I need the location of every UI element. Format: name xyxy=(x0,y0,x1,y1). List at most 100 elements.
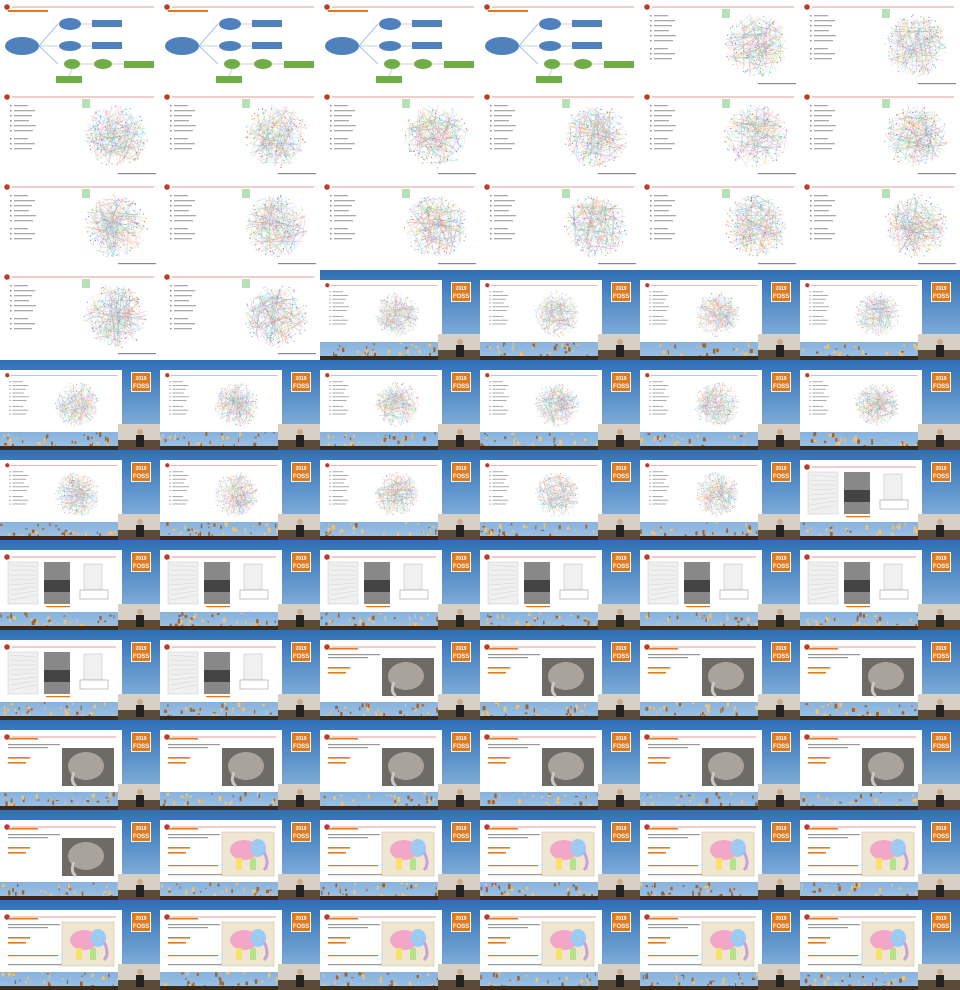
thumbnail-network-stage[interactable]: 2019 FOSS xyxy=(480,360,640,450)
slide-logo-icon xyxy=(5,463,10,468)
thumbnail-drawings-stage[interactable]: 2019 FOSS xyxy=(800,450,960,540)
thumbnail-network[interactable] xyxy=(640,90,800,180)
thumbnail-network-stage[interactable]: 2019 FOSS xyxy=(160,450,320,540)
conference-badge: 2019 FOSS xyxy=(291,372,311,392)
thumbnail-network-stage[interactable]: 2019 FOSS xyxy=(640,270,800,360)
thumbnail-drawings-stage[interactable]: 2019 FOSS xyxy=(800,540,960,630)
thumbnail-colored-stage[interactable]: 2019 FOSS xyxy=(160,810,320,900)
thumbnail-network-stage[interactable]: 2019 FOSS xyxy=(0,450,160,540)
thumbnail-elephant-stage[interactable]: 2019 FOSS xyxy=(320,630,480,720)
thumbnail-network-stage[interactable]: 2019 FOSS xyxy=(160,360,320,450)
thumbnail-network[interactable] xyxy=(160,270,320,360)
thumbnail-network[interactable] xyxy=(160,180,320,270)
thumbnail-network[interactable] xyxy=(320,90,480,180)
thumbnail-network-stage[interactable]: 2019 FOSS xyxy=(480,450,640,540)
thumbnail-network-stage[interactable]: 2019 FOSS xyxy=(640,360,800,450)
thumbnail-network-stage[interactable]: 2019 FOSS xyxy=(320,360,480,450)
speaker-inset xyxy=(438,964,480,990)
thumbnail-network-stage[interactable]: 2019 FOSS xyxy=(320,450,480,540)
thumbnail-colored-stage[interactable]: 2019 FOSS xyxy=(640,900,800,990)
thumbnail-elephant-stage[interactable]: 2019 FOSS xyxy=(640,720,800,810)
badge-year: 2019 xyxy=(775,466,786,472)
badge-brand: FOSS xyxy=(773,294,789,300)
thumbnail-drawings-stage[interactable]: 2019 FOSS xyxy=(640,540,800,630)
thumbnail-network-stage[interactable]: 2019 FOSS xyxy=(640,450,800,540)
speaker-inset xyxy=(918,874,960,900)
speaker-inset xyxy=(118,424,160,450)
thumbnail-elephant-stage[interactable]: 2019 FOSS xyxy=(640,630,800,720)
conference-badge: 2019 FOSS xyxy=(931,912,951,932)
conference-badge: 2019 FOSS xyxy=(291,822,311,842)
thumbnail-colored-stage[interactable]: 2019 FOSS xyxy=(480,900,640,990)
thumbnail-colored-stage[interactable]: 2019 FOSS xyxy=(320,810,480,900)
thumbnail-network[interactable] xyxy=(640,180,800,270)
elephant-photo xyxy=(222,748,274,788)
thumbnail-network-stage[interactable]: 2019 FOSS xyxy=(0,360,160,450)
speaker-inset xyxy=(918,694,960,720)
thumbnail-colored-stage[interactable]: 2019 FOSS xyxy=(320,900,480,990)
thumbnail-drawings-stage[interactable]: 2019 FOSS xyxy=(160,540,320,630)
thumbnail-colored-stage[interactable]: 2019 FOSS xyxy=(640,810,800,900)
elephant-photo xyxy=(542,658,594,698)
thumbnail-drawings-stage[interactable]: 2019 FOSS xyxy=(480,540,640,630)
thumbnail-network[interactable] xyxy=(480,90,640,180)
thumbnail-network[interactable] xyxy=(800,90,960,180)
badge-brand: FOSS xyxy=(453,384,469,390)
conference-badge: 2019 FOSS xyxy=(931,462,951,482)
flow-diagram xyxy=(5,18,154,83)
thumbnail-network[interactable] xyxy=(0,180,160,270)
thumbnail-network-stage[interactable]: 2019 FOSS xyxy=(480,270,640,360)
thumbnail-image xyxy=(644,4,796,85)
flow-diagram xyxy=(165,18,314,83)
thumbnail-network[interactable] xyxy=(0,270,160,360)
thumbnail-network[interactable] xyxy=(640,0,800,90)
thumbnail-drawings-stage[interactable]: 2019 FOSS xyxy=(0,540,160,630)
conference-badge: 2019 FOSS xyxy=(131,642,151,662)
thumbnail-elephant-stage[interactable]: 2019 FOSS xyxy=(800,720,960,810)
thumbnail-network[interactable] xyxy=(480,180,640,270)
speaker-inset xyxy=(118,874,160,900)
thumbnail-network[interactable] xyxy=(0,90,160,180)
thumbnail-colored-stage[interactable]: 2019 FOSS xyxy=(0,900,160,990)
thumbnail-elephant-stage[interactable]: 2019 FOSS xyxy=(0,810,160,900)
speaker-inset xyxy=(278,514,320,540)
thumbnail-network[interactable] xyxy=(160,90,320,180)
thumbnail-network[interactable] xyxy=(800,0,960,90)
thumbnail-network-stage[interactable]: 2019 FOSS xyxy=(800,270,960,360)
badge-brand: FOSS xyxy=(613,294,629,300)
thumbnail-colored-stage[interactable]: 2019 FOSS xyxy=(800,900,960,990)
thumbnail-drawings-stage[interactable]: 2019 FOSS xyxy=(320,540,480,630)
thumbnail-image: 2019 FOSS xyxy=(640,540,800,630)
thumbnail-diagram[interactable] xyxy=(160,0,320,90)
thumbnail-elephant-stage[interactable]: 2019 FOSS xyxy=(480,630,640,720)
projection-screen xyxy=(480,370,602,432)
thumbnail-colored-stage[interactable]: 2019 FOSS xyxy=(800,810,960,900)
thumbnail-network-stage[interactable]: 2019 FOSS xyxy=(320,270,480,360)
thumbnail-elephant-stage[interactable]: 2019 FOSS xyxy=(160,720,320,810)
thumbnail-diagram[interactable] xyxy=(480,0,640,90)
thumbnail-image: 2019 FOSS xyxy=(640,270,800,360)
badge-brand: FOSS xyxy=(293,654,309,660)
thumbnail-network[interactable] xyxy=(800,180,960,270)
thumbnail-drawings-stage[interactable]: 2019 FOSS xyxy=(160,630,320,720)
thumbnail-diagram[interactable] xyxy=(320,0,480,90)
thumbnail-network[interactable] xyxy=(320,180,480,270)
thumbnail-diagram[interactable] xyxy=(0,0,160,90)
badge-brand: FOSS xyxy=(453,744,469,750)
slide-logo-icon xyxy=(644,4,650,10)
thumbnail-colored-stage[interactable]: 2019 FOSS xyxy=(480,810,640,900)
badge-year: 2019 xyxy=(615,736,626,742)
thumbnail-elephant-stage[interactable]: 2019 FOSS xyxy=(0,720,160,810)
thumbnail-elephant-stage[interactable]: 2019 FOSS xyxy=(800,630,960,720)
badge-brand: FOSS xyxy=(933,474,949,480)
badge-brand: FOSS xyxy=(453,564,469,570)
thumbnail-drawings-stage[interactable]: 2019 FOSS xyxy=(0,630,160,720)
slide-logo-icon xyxy=(164,554,170,560)
thumbnail-network-stage[interactable]: 2019 FOSS xyxy=(800,360,960,450)
badge-brand: FOSS xyxy=(773,744,789,750)
thumbnail-colored-stage[interactable]: 2019 FOSS xyxy=(160,900,320,990)
network-graph xyxy=(694,382,740,427)
thumbnail-elephant-stage[interactable]: 2019 FOSS xyxy=(320,720,480,810)
thumbnail-elephant-stage[interactable]: 2019 FOSS xyxy=(480,720,640,810)
slide-logo-icon xyxy=(165,373,170,378)
